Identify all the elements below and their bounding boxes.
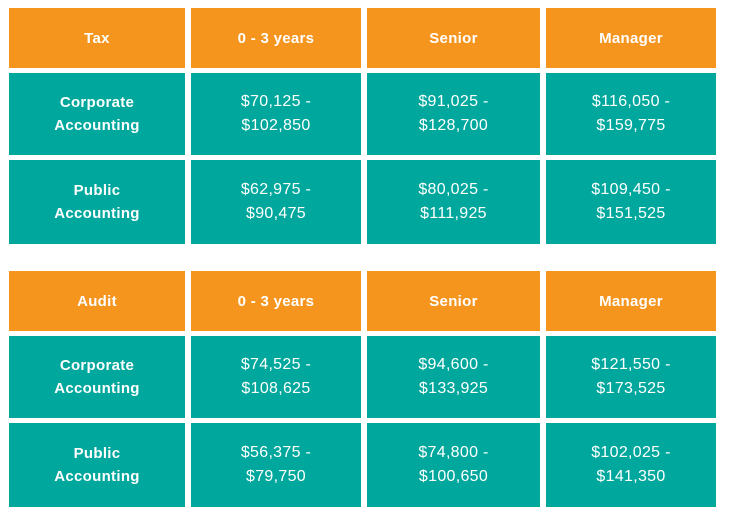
tax-corporate-senior-range: $91,025 - $128,700 — [367, 73, 540, 155]
salary-table-audit: Audit 0 - 3 years Senior Manager Corpora… — [9, 271, 717, 507]
audit-header-manager: Manager — [546, 271, 716, 331]
audit-corporate-manager-range: $121,550 - $173,525 — [546, 336, 716, 418]
audit-header-0-3-years: 0 - 3 years — [191, 271, 361, 331]
salary-tables-page: Tax 0 - 3 years Senior Manager Corporate… — [9, 8, 717, 507]
tax-row-label-corporate-accounting: Corporate Accounting — [9, 73, 185, 155]
tax-header-category: Tax — [9, 8, 185, 68]
tax-public-manager-range: $109,450 - $151,525 — [546, 160, 716, 244]
audit-header-senior: Senior — [367, 271, 540, 331]
audit-public-0-3-years-range: $56,375 - $79,750 — [191, 423, 361, 507]
tax-corporate-manager-range: $116,050 - $159,775 — [546, 73, 716, 155]
tax-header-0-3-years: 0 - 3 years — [191, 8, 361, 68]
audit-row-label-corporate-accounting: Corporate Accounting — [9, 336, 185, 418]
tax-header-senior: Senior — [367, 8, 540, 68]
audit-public-manager-range: $102,025 - $141,350 — [546, 423, 716, 507]
audit-header-category: Audit — [9, 271, 185, 331]
tax-row-label-public-accounting: Public Accounting — [9, 160, 185, 244]
audit-corporate-0-3-years-range: $74,525 - $108,625 — [191, 336, 361, 418]
tax-public-0-3-years-range: $62,975 - $90,475 — [191, 160, 361, 244]
salary-table-tax: Tax 0 - 3 years Senior Manager Corporate… — [9, 8, 717, 244]
audit-row-label-public-accounting: Public Accounting — [9, 423, 185, 507]
audit-public-senior-range: $74,800 - $100,650 — [367, 423, 540, 507]
tax-public-senior-range: $80,025 - $111,925 — [367, 160, 540, 244]
tax-header-manager: Manager — [546, 8, 716, 68]
audit-corporate-senior-range: $94,600 - $133,925 — [367, 336, 540, 418]
tax-corporate-0-3-years-range: $70,125 - $102,850 — [191, 73, 361, 155]
